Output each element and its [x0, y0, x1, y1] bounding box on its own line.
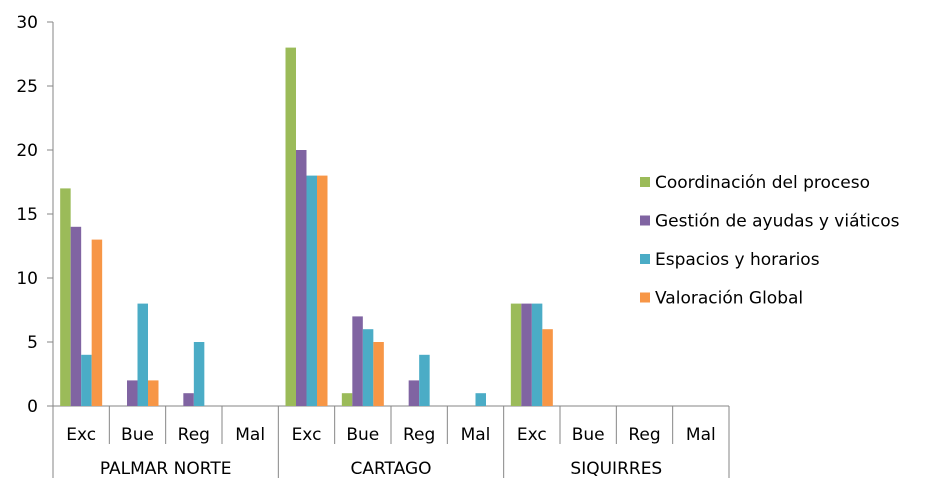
x-category-label: Bue	[121, 425, 154, 445]
x-axis-labels: Exc Bue Reg Mal Exc Bue Reg Mal Exc Bue Reg MalPALM…	[66, 425, 716, 478]
bar	[127, 380, 138, 406]
x-category-label: Reg	[403, 425, 435, 445]
x-group-label: SIQUIRRES	[570, 459, 662, 478]
bar	[60, 188, 71, 406]
legend-label: Gestión de ayudas y viáticos	[655, 212, 900, 232]
legend-label: Valoración Global	[655, 289, 803, 309]
bar	[408, 380, 420, 406]
bar	[341, 393, 353, 406]
bar	[183, 393, 194, 406]
y-tick-label: 10	[16, 269, 38, 289]
legend-swatch	[640, 177, 650, 187]
x-category-label: Mal	[461, 425, 491, 445]
x-category-label: Exc	[517, 425, 547, 445]
bar	[306, 175, 317, 406]
bar	[352, 316, 363, 406]
chart-axes: 0 5 10 15 20 25 30	[16, 13, 730, 478]
y-tick-label: 20	[16, 141, 38, 161]
bar	[362, 329, 374, 406]
y-tick-label: 5	[27, 333, 38, 353]
x-category-label: Reg	[628, 425, 660, 445]
bar	[296, 150, 307, 406]
legend-label: Coordinación del proceso	[655, 173, 870, 193]
x-category-label: Mal	[235, 425, 265, 445]
bar	[91, 239, 103, 406]
y-tick-label: 0	[27, 397, 38, 417]
x-category-label: Bue	[572, 425, 605, 445]
bar	[193, 342, 205, 406]
legend-swatch	[640, 292, 650, 303]
legend-label: Espacios y horarios	[655, 250, 820, 270]
x-category-label: Reg	[178, 425, 210, 445]
x-category-label: Bue	[346, 425, 379, 445]
x-group-label: PALMAR NORTE	[100, 459, 232, 478]
bar	[510, 303, 522, 406]
x-category-label: Exc	[292, 425, 322, 445]
y-tick-label: 25	[16, 77, 38, 97]
x-category-label: Mal	[686, 425, 716, 445]
bar	[70, 226, 82, 406]
bar	[419, 354, 430, 406]
chart-legend: Coordinación del proceso Gestión de ayuda…	[640, 173, 900, 309]
y-tick-label: 30	[16, 13, 38, 33]
bar	[285, 47, 296, 406]
y-tick-label: 15	[16, 205, 38, 225]
bar	[475, 393, 486, 406]
bar	[373, 342, 384, 406]
legend-swatch	[640, 254, 650, 264]
bar	[148, 380, 159, 406]
bar	[81, 354, 92, 406]
x-category-label: Exc	[66, 425, 96, 445]
bar	[531, 303, 543, 406]
x-group-label: CARTAGO	[350, 459, 431, 478]
bar	[542, 329, 553, 406]
bar	[317, 175, 328, 406]
bar	[521, 303, 532, 406]
chart-bars	[60, 47, 553, 406]
bar	[137, 303, 148, 406]
legend-swatch	[640, 215, 650, 226]
